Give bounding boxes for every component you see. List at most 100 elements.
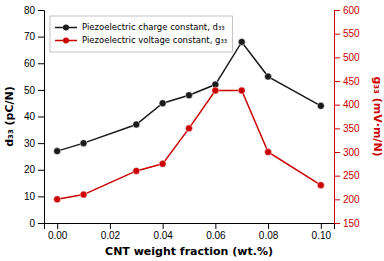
tick-mark [163,223,164,229]
tick: 150 [334,218,360,229]
tick-label: 400 [343,99,360,110]
point [186,125,193,132]
tick-label: 450 [343,76,360,87]
point [80,140,87,147]
tick-mark [334,10,340,11]
tick-label: 300 [343,147,360,158]
tick: 0.10 [312,223,332,241]
chart: 0.000.020.040.060.080.100102030405060708… [0,0,384,261]
legend-marker [63,38,69,44]
point [133,121,140,128]
legend: Piezoelectric charge constant, d₃₃ Piezoe… [50,16,232,52]
point [238,87,245,94]
tick-label: 200 [343,194,360,205]
tick-mark [215,223,216,229]
tick: 500 [334,52,360,63]
tick-mark [38,223,44,224]
tick: 60 [24,58,44,69]
tick-label: 0.00 [48,230,68,241]
tick-mark [334,105,340,106]
x-axis-title: CNT weight fraction (wt.%) [105,245,273,258]
tick-label: 0 [29,218,35,229]
tick-label: 60 [24,58,36,69]
tick-label: 600 [343,5,360,16]
tick-mark [334,176,340,177]
tick-mark [38,37,44,38]
tick: 250 [334,170,360,181]
tick: 0.04 [153,223,173,241]
tick: 400 [334,99,360,110]
tick-mark [334,152,340,153]
tick-mark [321,223,322,229]
tick-label: 250 [343,170,360,181]
marks [54,38,325,202]
tick-label: 350 [343,123,360,134]
y-axis-title: d₃₃ (pC/N) [3,86,16,147]
y-axis: 01020304050607080 [24,5,45,229]
tick: 300 [334,147,360,158]
tick: 600 [334,5,360,16]
tick-label: 80 [24,5,36,16]
tick-mark [38,196,44,197]
tick: 0.02 [101,223,121,241]
legend-box [50,16,232,52]
y-axis-line [38,11,45,224]
tick-mark [38,63,44,64]
tick-label: 500 [343,52,360,63]
tick-mark [57,223,58,229]
tick-label: 0.08 [259,230,279,241]
tick-mark [38,90,44,91]
tick: 450 [334,76,360,87]
tick: 50 [24,85,44,96]
point [186,92,193,99]
point [317,102,324,109]
legend-label: Piezoelectric charge constant, d₃₃ [82,22,225,32]
series-points [54,87,325,203]
legend-item: Piezoelectric voltage constant, g₃₃ [55,35,227,45]
tick-label: 50 [24,85,36,96]
series-points [54,38,325,154]
tick-mark [334,34,340,35]
point [159,160,166,167]
tick: 70 [24,31,44,42]
plot-area: 0.000.020.040.060.080.100102030405060708… [24,5,360,241]
tick-label: 0.10 [312,230,332,241]
tick-label: 550 [343,28,360,39]
tick-mark [268,223,269,229]
tick-label: 0.04 [153,230,173,241]
tick-mark [334,199,340,200]
point [212,87,219,94]
tick-mark [110,223,111,229]
tick: 30 [24,138,44,149]
point [265,73,272,80]
tick-mark [334,223,340,224]
tick: 40 [24,111,44,122]
tick-mark [38,143,44,144]
point [80,191,87,198]
tick: 0.06 [206,223,226,241]
tick: 0.08 [259,223,279,241]
tick-label: 0.06 [206,230,226,241]
tick-label: 70 [24,31,36,42]
tick-label: 0.02 [101,230,121,241]
point [54,196,61,203]
tick: 0 [29,218,44,229]
point [265,149,272,156]
legend-label: Piezoelectric voltage constant, g₃₃ [82,35,227,45]
tick-mark [38,117,44,118]
tick: 80 [24,5,44,16]
tick-label: 40 [24,111,36,122]
tick-mark [334,128,340,129]
legend-marker [63,25,69,31]
point [54,148,61,155]
tick-label: 30 [24,138,36,149]
series-line [57,42,321,151]
tick: 200 [334,194,360,205]
y2-axis: 150 200 250 300 350 400 450 500 550 600 [334,5,360,229]
point [238,38,245,45]
legend-item: Piezoelectric charge constant, d₃₃ [55,22,225,32]
tick: 10 [24,191,44,202]
tick-mark [38,170,44,171]
x-axis: 0.00 0.02 0.04 0.06 0.08 0.10 [45,223,335,241]
tick-mark [38,10,44,11]
